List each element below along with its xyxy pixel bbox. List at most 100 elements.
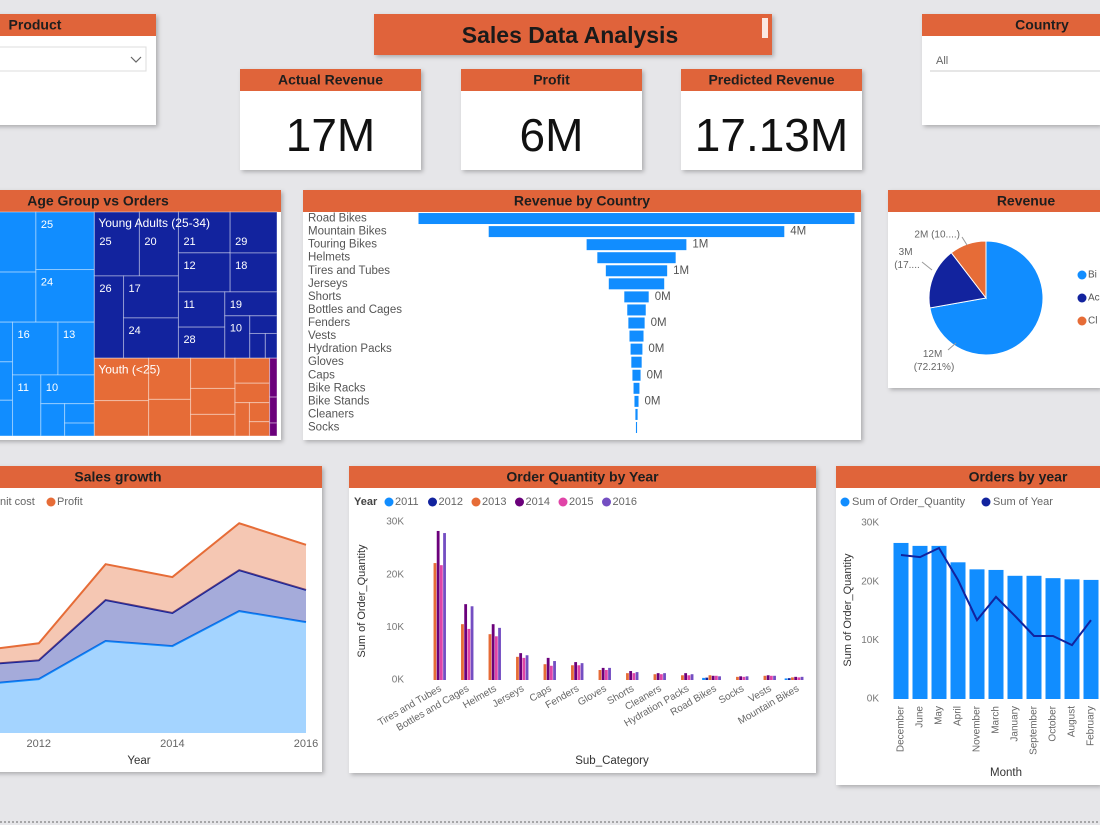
category-label: Vests (308, 330, 336, 342)
bar (659, 674, 663, 680)
bar (690, 674, 694, 680)
x-tick-label: December (896, 705, 907, 752)
funnel-bar (635, 408, 638, 420)
bar (498, 627, 501, 680)
legend-label: 2015 (569, 496, 593, 508)
bar (736, 676, 739, 680)
bar (739, 676, 743, 680)
panel-header (0, 190, 281, 212)
y-tick-label: 10K (386, 622, 404, 633)
panel-header (888, 190, 1100, 212)
bar (464, 604, 468, 680)
bar (488, 634, 492, 680)
bar (494, 636, 498, 680)
bar (580, 663, 584, 680)
category-label: Road Bikes (308, 213, 367, 225)
panel-header (303, 190, 861, 212)
legend-label: 2014 (526, 496, 550, 508)
x-tick-label: 2016 (294, 738, 318, 750)
label-line: 3M (899, 247, 916, 258)
category-label: Jerseys (308, 278, 348, 290)
bar (546, 657, 550, 680)
legend-label: nit cost (0, 496, 35, 508)
y-tick-label: 30K (386, 517, 404, 528)
bar (773, 675, 776, 680)
bar (893, 542, 909, 699)
legend-label: 2011 (395, 496, 419, 508)
category-label: Touring Bikes (308, 239, 377, 251)
treemap-cell (35, 211, 95, 271)
category-label: Mountain Bikes (308, 226, 387, 238)
legend-swatch (46, 497, 56, 507)
treemap-cell (64, 403, 95, 424)
bar (711, 675, 715, 680)
bar (608, 667, 611, 680)
treemap-cell (35, 269, 95, 323)
cell-label: 26 (99, 283, 111, 295)
card-value: 17.13M (695, 109, 848, 161)
funnel-bar (634, 395, 639, 407)
funnel-bar (586, 239, 687, 251)
bar (467, 628, 471, 680)
cell-label: 21 (183, 236, 195, 248)
category-label: Fenders (308, 317, 350, 329)
legend-swatch (840, 497, 850, 507)
y-tick-label: 20K (861, 576, 879, 587)
cell-label: 25 (99, 236, 111, 248)
x-tick-label: May (934, 706, 945, 725)
panel-title: Actual Revenue (278, 72, 383, 88)
treemap-cell (264, 332, 278, 359)
bar (522, 657, 526, 680)
data-label: 2M (10....) (914, 230, 960, 241)
treemap-cell (0, 399, 14, 437)
cell-label: 10 (230, 323, 242, 335)
category-label: Bike Stands (308, 395, 370, 407)
dropdown[interactable] (0, 46, 147, 72)
panel-header (240, 69, 421, 91)
legend-swatch (428, 497, 437, 507)
treemap-cell (269, 422, 278, 437)
cell-label: 11 (18, 382, 29, 394)
category-label: Cleaners (308, 408, 354, 420)
bar (543, 664, 547, 680)
cell-label: 24 (41, 276, 53, 288)
bar (708, 675, 712, 680)
bar (950, 562, 966, 699)
area-line (0, 522, 307, 650)
area-line (0, 610, 307, 684)
category-label: Bike Racks (308, 382, 366, 394)
bar (931, 545, 947, 699)
panel-header (0, 14, 156, 36)
cell-label: 17 (129, 283, 141, 295)
area-fill (0, 523, 306, 664)
y-tick-label: 20K (386, 569, 404, 580)
panel-title: Age Group vs Orders (27, 193, 169, 209)
category-label: Socks (308, 422, 340, 434)
treemap-cell (0, 361, 14, 401)
panel-title: Revenue (997, 193, 1056, 209)
y-tick-label: 0K (867, 694, 880, 705)
data-label: 0M (648, 343, 664, 355)
panel-header (349, 466, 816, 488)
category-label: Tires and Tubes (308, 265, 390, 277)
treemap-cell (93, 400, 150, 437)
bar (439, 565, 443, 680)
funnel-bar (628, 317, 645, 329)
bar (800, 676, 804, 680)
dropdown-chevron[interactable] (130, 56, 142, 63)
bar (470, 606, 474, 680)
treemap-cell (190, 413, 236, 437)
treemap-cell (0, 211, 37, 273)
x-axis-label: Sub_Category (575, 755, 649, 767)
bar (1007, 575, 1023, 699)
dropdown-value[interactable]: All (936, 55, 948, 67)
legend-title: Year (354, 496, 378, 508)
funnel-bar (633, 382, 640, 394)
legend-swatch (602, 497, 611, 507)
y-tick-label: 0K (392, 675, 405, 686)
bar (769, 675, 773, 680)
panel-header (922, 14, 1100, 36)
treemap-cell (229, 252, 278, 293)
treemap-cell (248, 402, 271, 423)
